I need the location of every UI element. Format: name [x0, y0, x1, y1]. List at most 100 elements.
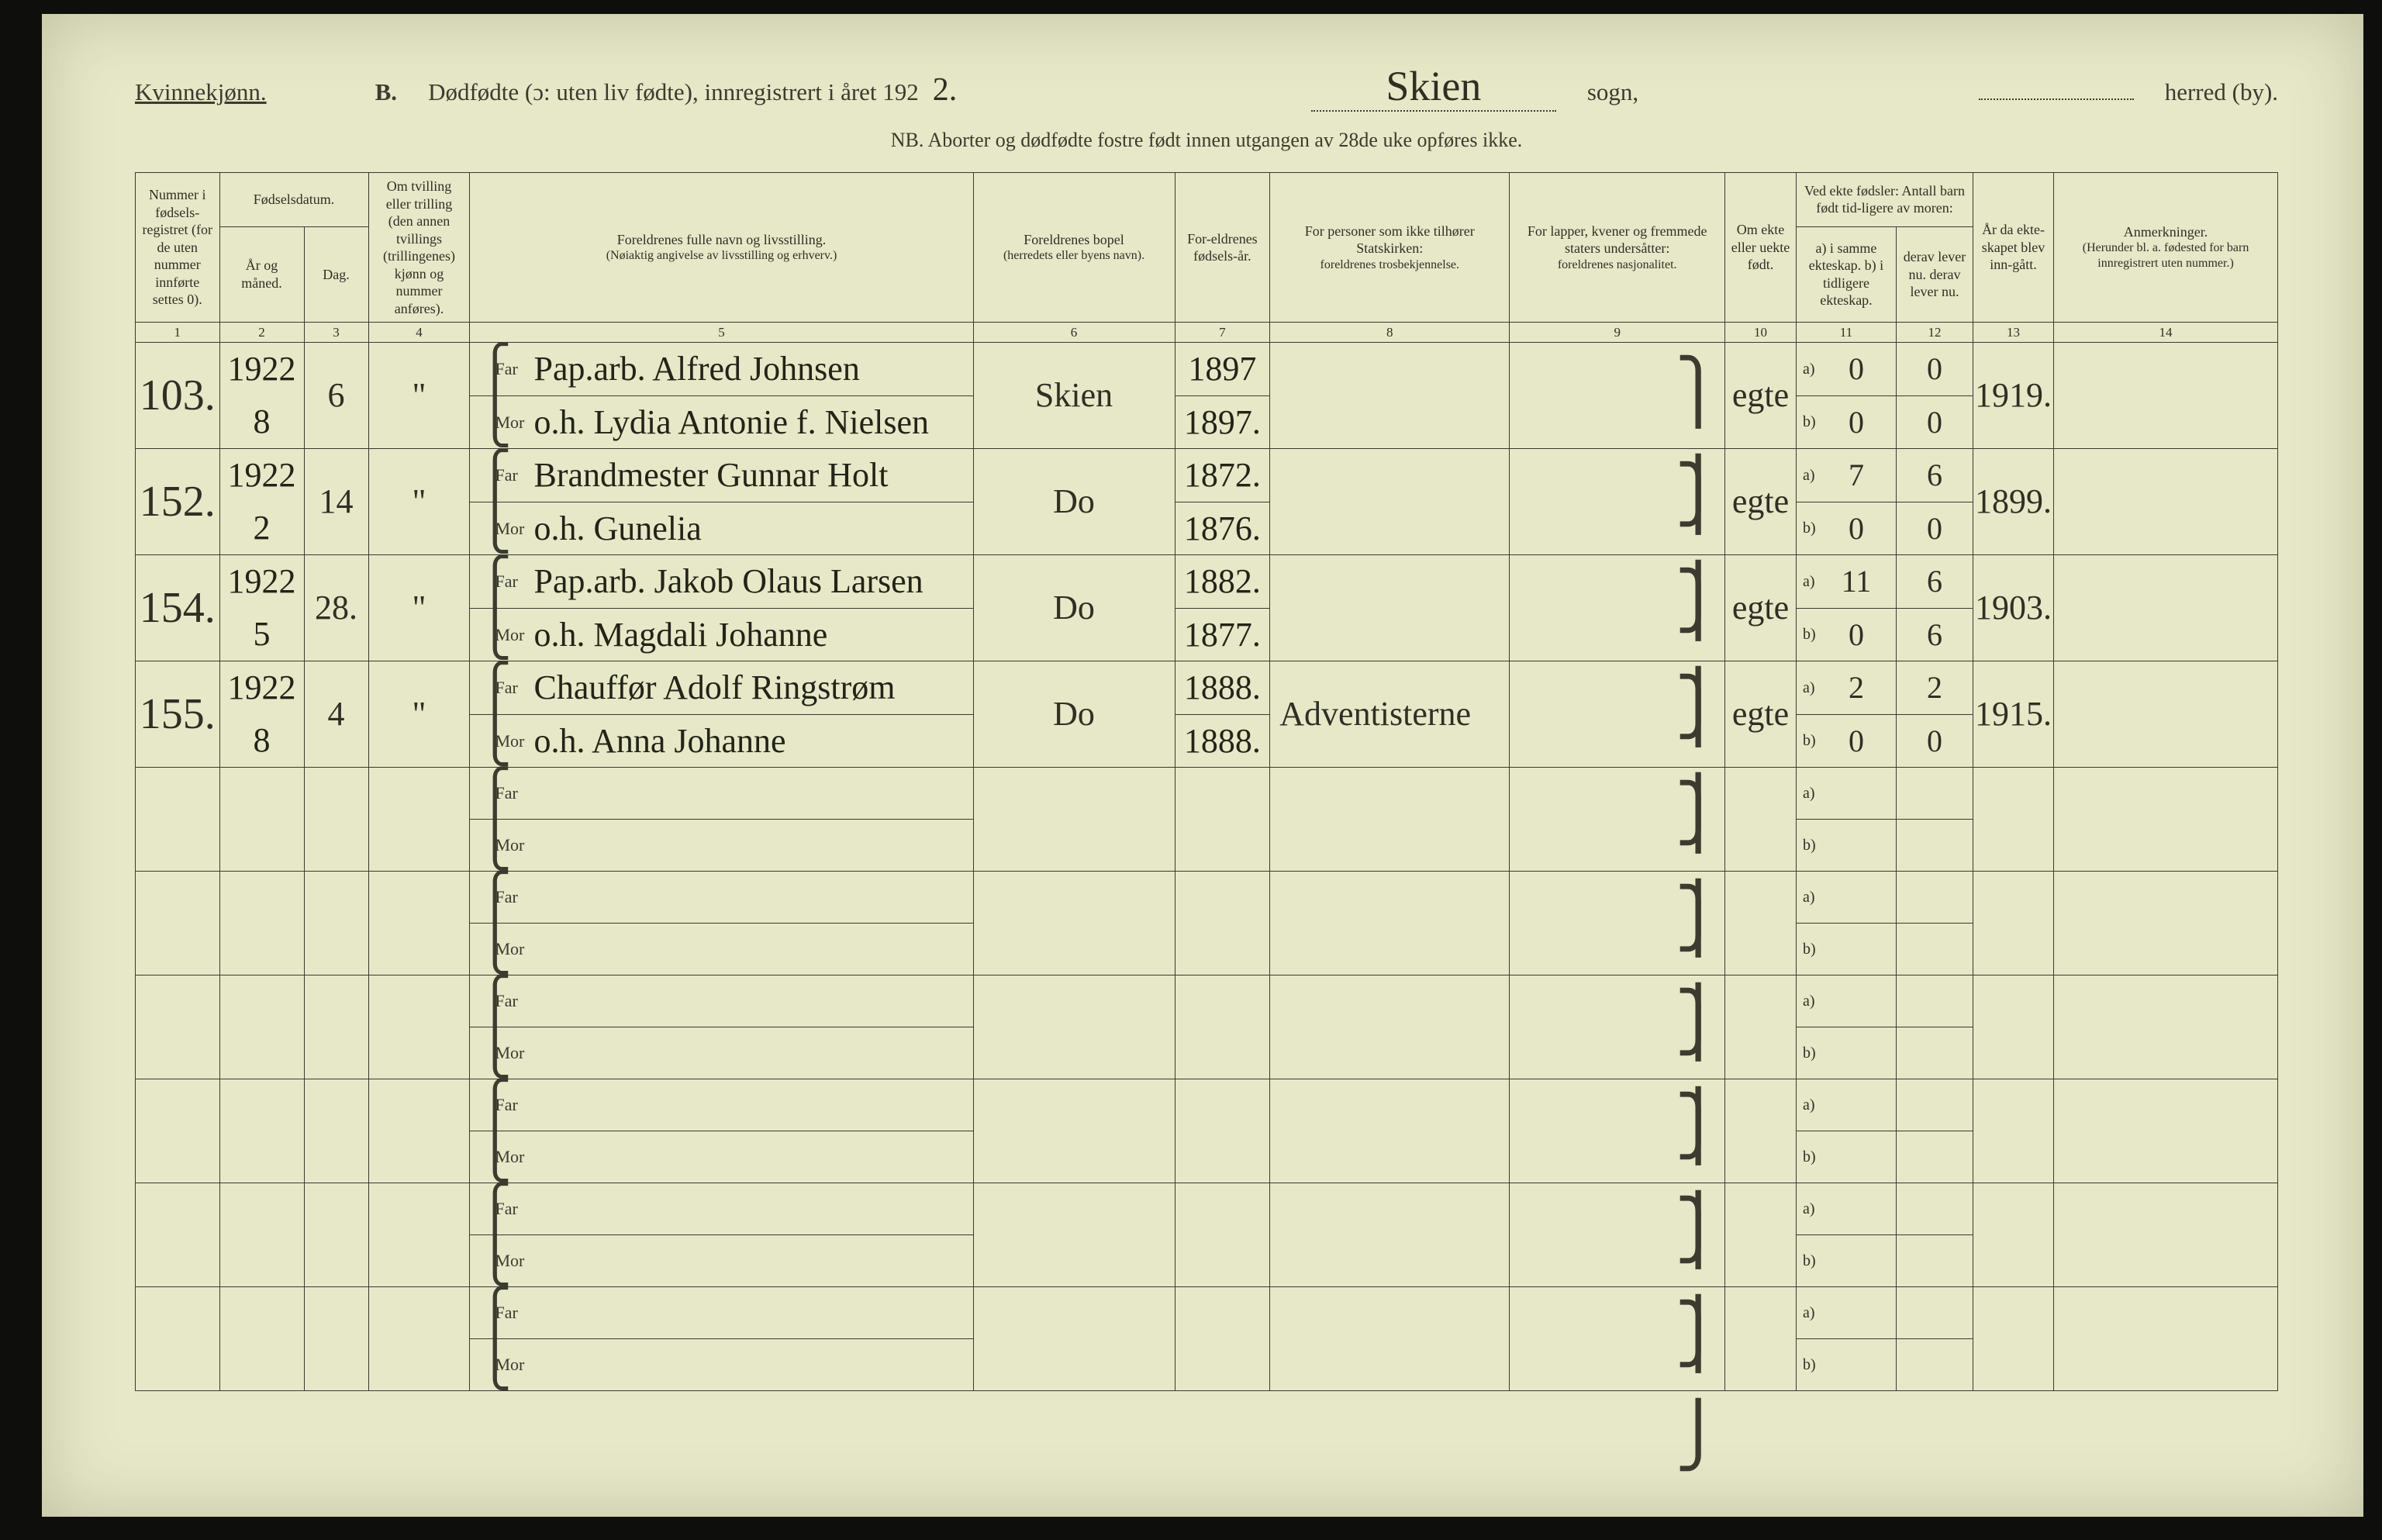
- cell-ekte: [1725, 1079, 1797, 1183]
- cell-parents: ⎧Far⎩Mor: [470, 768, 973, 872]
- cell-twin: [368, 872, 470, 975]
- gender-label: Kvinnekjønn.: [135, 78, 267, 106]
- cell-year-month: [219, 768, 304, 872]
- cell-twin: ": [368, 449, 470, 555]
- cell-num: [136, 872, 220, 975]
- col-11-header: a) i samme ekteskap. b) i tidligere ekte…: [1796, 226, 1896, 322]
- cell-year-month: 19222: [219, 449, 304, 555]
- cell-col12: 6 6: [1896, 555, 1973, 661]
- cell-col11: a) b): [1796, 1079, 1896, 1183]
- col-num-3: 3: [304, 323, 368, 343]
- cell-remarks: [2054, 975, 2278, 1079]
- cell-col12: 6 0: [1896, 449, 1973, 555]
- cell-num: [136, 975, 220, 1079]
- cell-col11: a) b): [1796, 1183, 1896, 1287]
- cell-ekte: egte: [1725, 343, 1797, 449]
- title-text: Dødfødte (ɔ: uten liv fødte), innregistr…: [428, 71, 971, 109]
- cell-parents: ⎧Far⎩Mor: [470, 1183, 973, 1287]
- cell-col11: a) b): [1796, 1287, 1896, 1391]
- cell-remarks: [2054, 1079, 2278, 1183]
- cell-num: 152.: [136, 449, 220, 555]
- col-num-4: 4: [368, 323, 470, 343]
- col-10-header: Om ekte eller uekte født.: [1725, 173, 1797, 323]
- cell-marr-year: 1899.: [1973, 449, 2054, 555]
- cell-col12: [1896, 1079, 1973, 1183]
- table-row: 155. 19228 4 " ⎧FarChauffør Adolf Ringst…: [136, 661, 2278, 768]
- cell-tros: [1270, 343, 1510, 449]
- cell-nasj: ⎫⎭: [1510, 343, 1725, 449]
- cell-tros: [1270, 872, 1510, 975]
- cell-parents: ⎧Far⎩Mor: [470, 872, 973, 975]
- table-row-empty: ⎧Far⎩Mor ⎫⎭ a) b): [136, 1079, 2278, 1183]
- cell-tros: [1270, 1183, 1510, 1287]
- cell-day: 14: [304, 449, 368, 555]
- cell-twin: [368, 1079, 470, 1183]
- cell-nasj: ⎫⎭: [1510, 661, 1725, 768]
- cell-year-month: [219, 872, 304, 975]
- cell-col11: a) b): [1796, 872, 1896, 975]
- cell-bopel: [973, 872, 1175, 975]
- cell-col11: a)11 b)0: [1796, 555, 1896, 661]
- cell-ekte: [1725, 768, 1797, 872]
- cell-nasj: ⎫⎭: [1510, 768, 1725, 872]
- col-8-title: For personer som ikke tilhører Statskirk…: [1275, 223, 1504, 257]
- cell-nasj: ⎫⎭: [1510, 1287, 1725, 1391]
- table-row-empty: ⎧Far⎩Mor ⎫⎭ a) b): [136, 1287, 2278, 1391]
- cell-nasj: ⎫⎭: [1510, 555, 1725, 661]
- col-7-header: For-eldrenes fødsels-år.: [1175, 173, 1270, 323]
- cell-day: [304, 1183, 368, 1287]
- cell-tros: Adventisterne: [1270, 661, 1510, 768]
- cell-twin: ": [368, 661, 470, 768]
- cell-bopel: Do: [973, 449, 1175, 555]
- col-9-sub: foreldrenes nasjonalitet.: [1514, 257, 1720, 273]
- cell-year-month: 19228: [219, 661, 304, 768]
- table-row: 152. 19222 14 " ⎧FarBrandmester Gunnar H…: [136, 449, 2278, 555]
- cell-tros: [1270, 449, 1510, 555]
- cell-col12: [1896, 975, 1973, 1079]
- col-num-5: 5: [470, 323, 973, 343]
- cell-col11: a)7 b)0: [1796, 449, 1896, 555]
- page: Kvinnekjønn. B. Dødfødte (ɔ: uten liv fø…: [0, 0, 2382, 1540]
- cell-day: [304, 975, 368, 1079]
- col-num-8: 8: [1270, 323, 1510, 343]
- cell-col12: [1896, 872, 1973, 975]
- cell-parent-years: [1175, 1183, 1270, 1287]
- col-num-1: 1: [136, 323, 220, 343]
- cell-ekte: [1725, 872, 1797, 975]
- cell-num: [136, 1079, 220, 1183]
- cell-remarks: [2054, 343, 2278, 449]
- register-table: Nummer i fødsels-registret (for de uten …: [135, 172, 2278, 1391]
- col-14-title: Anmerkninger.: [2059, 223, 2273, 241]
- cell-tros: [1270, 555, 1510, 661]
- col-8-sub: foreldrenes trosbekjennelse.: [1275, 257, 1504, 273]
- cell-parent-years: [1175, 768, 1270, 872]
- table-body: 103. 19228 6 " ⎧FarPap.arb. Alfred Johns…: [136, 343, 2278, 1391]
- cell-marr-year: [1973, 768, 2054, 872]
- cell-twin: [368, 768, 470, 872]
- cell-remarks: [2054, 1183, 2278, 1287]
- cell-marr-year: [1973, 1183, 2054, 1287]
- cell-twin: ": [368, 555, 470, 661]
- cell-parents: ⎧FarPap.arb. Jakob Olaus Larsen⎩Moro.h. …: [470, 555, 973, 661]
- col-13-header: År da ekte-skapet blev inn-gått.: [1973, 173, 2054, 323]
- cell-parent-years: [1175, 872, 1270, 975]
- cell-ekte: [1725, 1183, 1797, 1287]
- cell-bopel: [973, 1287, 1175, 1391]
- herred-blank: [1979, 98, 2134, 100]
- cell-num: 154.: [136, 555, 220, 661]
- cell-parents: ⎧Far⎩Mor: [470, 1287, 973, 1391]
- cell-col11: a)2 b)0: [1796, 661, 1896, 768]
- cell-remarks: [2054, 661, 2278, 768]
- cell-tros: [1270, 1287, 1510, 1391]
- cell-marr-year: [1973, 1287, 2054, 1391]
- cell-bopel: [973, 975, 1175, 1079]
- cell-year-month: [219, 1287, 304, 1391]
- cell-nasj: ⎫⎭: [1510, 975, 1725, 1079]
- cell-marr-year: 1915.: [1973, 661, 2054, 768]
- table-row-empty: ⎧Far⎩Mor ⎫⎭ a) b): [136, 768, 2278, 872]
- col-num-12: 12: [1896, 323, 1973, 343]
- cell-tros: [1270, 975, 1510, 1079]
- table-row-empty: ⎧Far⎩Mor ⎫⎭ a) b): [136, 1183, 2278, 1287]
- col-num-9: 9: [1510, 323, 1725, 343]
- cell-parents: ⎧Far⎩Mor: [470, 975, 973, 1079]
